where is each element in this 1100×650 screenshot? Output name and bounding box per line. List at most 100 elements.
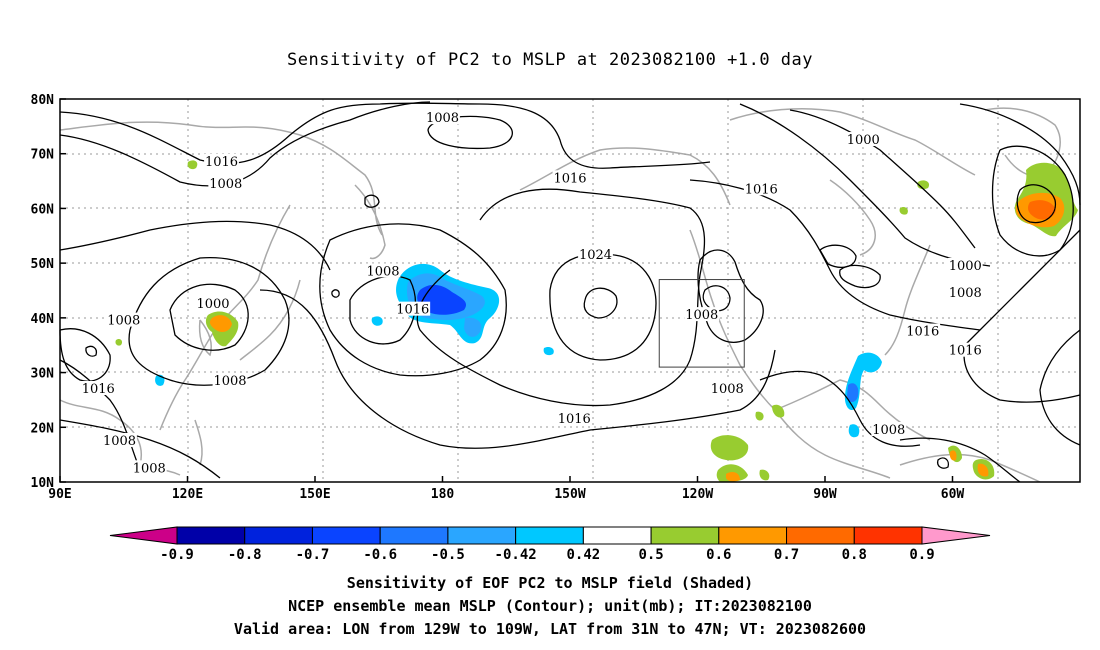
caption-contour: NCEP ensemble mean MSLP (Contour); unit(… [288,597,812,615]
lon-label: 60W [941,487,965,502]
valid-area-box [658,279,745,368]
longitude-axis: 90E 120E 150E 180 150W 120W 90W 60W [48,476,964,502]
colorbar-label: -0.7 [296,547,330,563]
colorbar-box [311,526,381,545]
contour-west-na-inner [702,285,731,312]
plot-area: 1008 1016 1008 1016 1016 1000 1000 1008 1024 1008… [59,98,1081,483]
coastline-kamchatka [354,184,386,260]
lat-label: 50N [31,257,55,272]
contour-label-bg [131,460,167,475]
contour-label-bg [395,301,431,316]
contour-label: 1008 [949,286,982,301]
contour-label: 1016 [205,155,238,170]
contour-arctic-1008 [59,101,431,187]
contour-greenland-inner [1016,184,1057,224]
contour-label-bg [365,263,401,278]
contour-south-1016 [259,289,776,449]
contour-small-ring-a [331,289,340,298]
colorbar-box [244,526,313,545]
contour-bering-ring [364,194,380,208]
colorbar: -0.9 -0.8 -0.7 -0.6 -0.5 -0.42 0.42 0.5 0.6 0.7 0.… [109,526,991,563]
contour-asia-south-1016 [59,359,141,471]
contour-label: 1016 [906,325,939,340]
contour-label-bg [845,132,881,147]
contour-label: 1016 [553,171,586,186]
contour-label: 1008 [103,434,136,449]
lon-label: 180 [431,487,455,502]
shade-neg-small-west [371,316,383,326]
contour-high-1016 [416,188,706,407]
colorbar-box [650,526,720,545]
contour-label: 1008 [685,308,718,323]
contour-caribbean-small [937,457,950,469]
coastline-hudson [829,179,876,256]
contour-label: 1008 [213,374,246,389]
contour-high-core [583,287,618,319]
colorbar-label: -0.8 [228,547,262,563]
lat-label: 80N [31,93,55,108]
contour-east-lower [1039,329,1081,446]
colorbar-box [786,526,855,545]
lat-label: 60N [31,202,55,217]
contour-label-bg [578,246,613,261]
contour-label: 1008 [107,314,140,329]
shade-neg-northpacific-tail [464,317,482,337]
coastline-south-america [899,453,1041,483]
colorbar-box [718,526,788,545]
colorbar-box [582,526,652,545]
contour-pacific-1008 [319,223,507,377]
caption-valid-area: Valid area: LON from 129W to 109W, LAT f… [233,620,867,638]
coastline-japan [239,279,301,361]
contour-arctic-1016 [59,102,711,169]
contour-label-bg [102,432,137,447]
contour-india-inner [59,328,111,382]
lat-label: 20N [31,421,55,436]
colorbar-high-extend [921,526,991,545]
lat-label: 70N [31,148,55,163]
lon-label: 120W [682,487,713,502]
colorbar-box [853,526,923,545]
coastline-philippines [194,419,203,466]
contour-labels: 1008 1016 1008 1016 1016 1000 1000 1008 1024 1008… [80,110,983,476]
latitude-axis: 80N 70N 60N 50N 40N 30N 20N 10N [31,93,66,491]
contour-label: 1016 [82,382,115,397]
contour-label: 1008 [711,382,744,397]
lat-label: 30N [31,367,55,382]
shade-pos-small-east [899,206,908,215]
shade-pos-mexico-b [755,411,764,421]
contour-label: 1000 [196,297,229,312]
lon-label: 90E [48,487,71,502]
contour-label: 1024 [579,248,612,263]
contour-label-bg [212,372,248,387]
coastline-korea [198,319,212,357]
caption-shading: Sensitivity of EOF PC2 to MSLP field (Sh… [346,574,754,592]
contour-label-bg [709,380,745,395]
map-title: Sensitivity of PC2 to MSLP at 2023082100… [286,50,813,70]
colorbar-label: 0.9 [909,547,934,563]
shade-pos-caribbean-b-orange [977,463,989,477]
contour-label: 1008 [872,423,905,438]
shade-pos-greenland-core [1028,200,1056,220]
lat-label: 40N [31,312,55,327]
shade-neg-small-mid [543,346,554,356]
lon-label: 90W [813,487,837,502]
shade-pos-small-asia [115,338,123,346]
lon-label: 120E [172,487,203,502]
contour-hudson-small [839,264,881,289]
colorbar-label: -0.9 [160,547,194,563]
contour-asia-south-1008 [59,419,221,479]
contour-label-bg [947,285,983,300]
contour-asia-1008 [128,256,290,386]
contour-hudson-ring [819,244,857,268]
contour-label-bg [80,380,116,395]
contour-small-ring-b [85,345,98,357]
coastline-na-east [884,244,931,356]
contour-label-bg [556,411,592,426]
contour-label-bg [208,175,244,190]
contour-caribbean-1008 [899,437,1021,483]
contour-label: 1000 [949,259,982,274]
contour-label-bg [552,170,588,185]
contour-label-bg [195,296,231,311]
contour-label: 1016 [745,182,778,197]
contour-label-bg [947,257,983,272]
